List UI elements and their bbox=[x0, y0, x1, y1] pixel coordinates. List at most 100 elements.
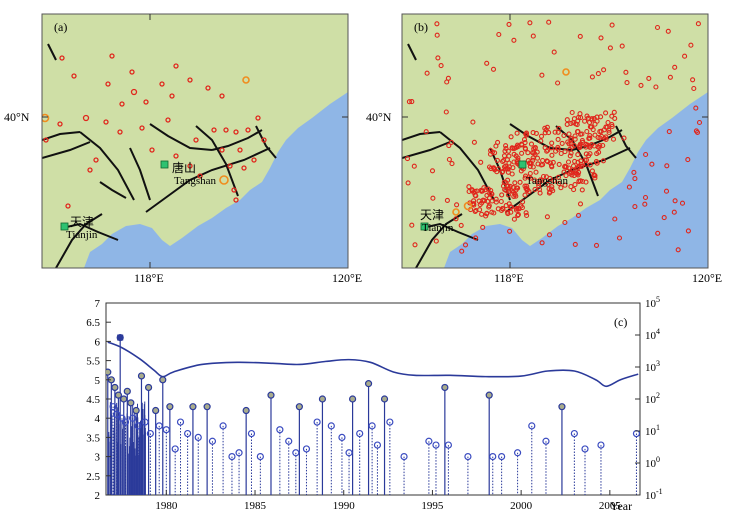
event-marker-large bbox=[127, 399, 135, 407]
event-marker bbox=[313, 418, 321, 426]
event-marker bbox=[129, 414, 137, 422]
city-marker-tianjin bbox=[60, 222, 69, 231]
lon-label-a-120: 120°E bbox=[332, 271, 362, 285]
bohai-sea bbox=[84, 92, 348, 268]
city-label-tianjin-cn: 天津 bbox=[420, 208, 444, 222]
epicenter-dot bbox=[569, 109, 575, 116]
epicenter-dot bbox=[587, 135, 593, 141]
epicenter-dot bbox=[575, 129, 581, 135]
epicenter-dot bbox=[587, 151, 593, 157]
epicenter-dot bbox=[597, 135, 603, 141]
epicenter-dot bbox=[494, 157, 500, 163]
event-marker bbox=[327, 422, 335, 430]
coast-patch bbox=[610, 202, 628, 212]
event-marker bbox=[432, 441, 440, 449]
epicenter-dot bbox=[489, 191, 495, 197]
chart-marks bbox=[106, 333, 640, 495]
epicenter-dot bbox=[530, 155, 536, 161]
epicenter-dot bbox=[577, 145, 583, 151]
epicenter-dot bbox=[485, 186, 491, 192]
epicenter-dot bbox=[579, 187, 585, 193]
epicenter-dot bbox=[483, 187, 489, 193]
epicenter-dot bbox=[552, 129, 558, 135]
epicenter-dot bbox=[484, 210, 490, 216]
epicenter-dot bbox=[521, 137, 528, 143]
epicenter-dot bbox=[524, 212, 530, 219]
epicenter-dot bbox=[519, 141, 525, 147]
epicenter-dot bbox=[555, 80, 561, 86]
panel-label-a: (a) bbox=[54, 20, 67, 34]
event-marker bbox=[345, 449, 353, 457]
epicenter-dot bbox=[616, 235, 623, 241]
epicenter-dot bbox=[561, 132, 567, 139]
event-marker bbox=[581, 445, 589, 453]
epicenter-dot bbox=[671, 209, 677, 215]
epicenter-dot bbox=[533, 130, 539, 136]
event-marker bbox=[208, 437, 217, 445]
epicenter-dot bbox=[592, 132, 598, 138]
y-tick-label-right: 101 bbox=[645, 423, 660, 438]
x-tick-label: 1980 bbox=[155, 500, 178, 512]
lon-label-b-118: 118°E bbox=[494, 271, 524, 285]
event-marker-large bbox=[137, 372, 146, 380]
epicenter-dot bbox=[513, 207, 520, 213]
map-frame-b bbox=[401, 13, 709, 269]
epicenter-dot bbox=[661, 215, 667, 221]
epicenter-dot bbox=[597, 142, 603, 149]
epicenter-dot bbox=[685, 157, 691, 163]
epicenter-dot bbox=[500, 183, 507, 189]
epicenter-dot bbox=[568, 150, 574, 156]
event-marker bbox=[498, 453, 506, 461]
epicenter-dot bbox=[632, 204, 638, 210]
city-marker-tianjin bbox=[420, 222, 429, 231]
epicenter-dot bbox=[621, 135, 627, 141]
epicenter-dot bbox=[555, 174, 562, 180]
event-marker bbox=[373, 441, 382, 449]
event-marker bbox=[368, 422, 376, 430]
epicenter-dot bbox=[583, 179, 589, 185]
event-marker-large bbox=[203, 403, 211, 411]
event-marker bbox=[109, 403, 117, 411]
lon-label-a-118: 118°E bbox=[134, 271, 164, 285]
epicenter-dot bbox=[624, 80, 630, 86]
epicenter-dot bbox=[691, 85, 697, 92]
epicenter-dot bbox=[503, 143, 509, 149]
epicenter-dot bbox=[550, 159, 556, 165]
epicenter-dot bbox=[562, 182, 568, 188]
epicenter-dot bbox=[434, 21, 440, 27]
epicenter-dot bbox=[501, 157, 507, 164]
event-marker bbox=[489, 453, 497, 461]
chart-panel-c: 2 2.5 3 3.5 4 4.5 5 5.5 6 6.5 7 10-1 100 101 102 103 104… bbox=[86, 295, 662, 513]
city-label-tianjin-en: Tianjin bbox=[66, 229, 98, 241]
epicenter-dot bbox=[589, 74, 595, 80]
event-marker-large bbox=[111, 383, 119, 392]
event-marker bbox=[302, 445, 311, 453]
epicenter-dot bbox=[626, 184, 632, 190]
epicenter-dot bbox=[512, 180, 518, 186]
event-marker-large bbox=[106, 368, 112, 376]
city-tianjin-a: 天津 Tianjin bbox=[60, 215, 98, 241]
event-marker bbox=[228, 453, 236, 461]
epicenter-dot bbox=[536, 183, 542, 189]
epicenter-dot bbox=[499, 192, 505, 198]
epicenter-dot bbox=[568, 120, 574, 126]
y-tick-label-left: 6.5 bbox=[86, 317, 100, 329]
epicenter-dot bbox=[589, 116, 595, 122]
epicenter-dot bbox=[473, 235, 479, 241]
y-tick-label-left: 4 bbox=[95, 413, 101, 425]
epicenter-dot bbox=[446, 156, 452, 163]
city-label-tangshan-en: Tangshan bbox=[526, 175, 568, 187]
epicenter-dot bbox=[609, 122, 615, 128]
epicenter-dot bbox=[523, 131, 529, 137]
epicenter-dot bbox=[478, 159, 484, 165]
event-marker bbox=[276, 426, 284, 434]
y-tick-label-right: 103 bbox=[645, 359, 660, 374]
epicenter-dot bbox=[462, 242, 469, 248]
epicenter-dot bbox=[508, 134, 514, 140]
epicenter-dot bbox=[523, 210, 529, 216]
event-marker-large bbox=[558, 403, 566, 411]
epicenter-dot bbox=[517, 179, 523, 185]
epicenter-dot bbox=[527, 163, 533, 169]
epicenter-dot bbox=[592, 173, 598, 179]
epicenter-dot bbox=[696, 119, 703, 126]
